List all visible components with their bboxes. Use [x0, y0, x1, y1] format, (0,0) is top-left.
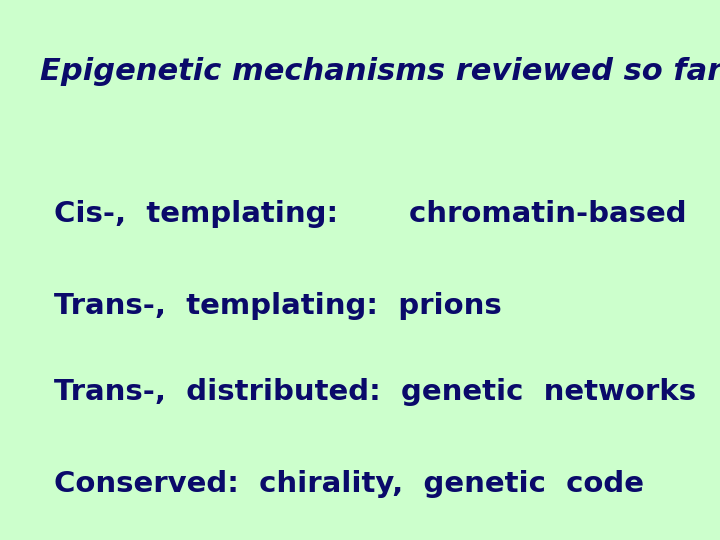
Text: Trans-,  templating:  prions: Trans-, templating: prions: [54, 292, 502, 320]
Text: Epigenetic mechanisms reviewed so far:: Epigenetic mechanisms reviewed so far:: [40, 57, 720, 86]
Text: Trans-,  distributed:  genetic  networks: Trans-, distributed: genetic networks: [54, 378, 696, 406]
Text: Conserved:  chirality,  genetic  code: Conserved: chirality, genetic code: [54, 470, 644, 498]
Text: Cis-,  templating:       chromatin-based: Cis-, templating: chromatin-based: [54, 200, 687, 228]
